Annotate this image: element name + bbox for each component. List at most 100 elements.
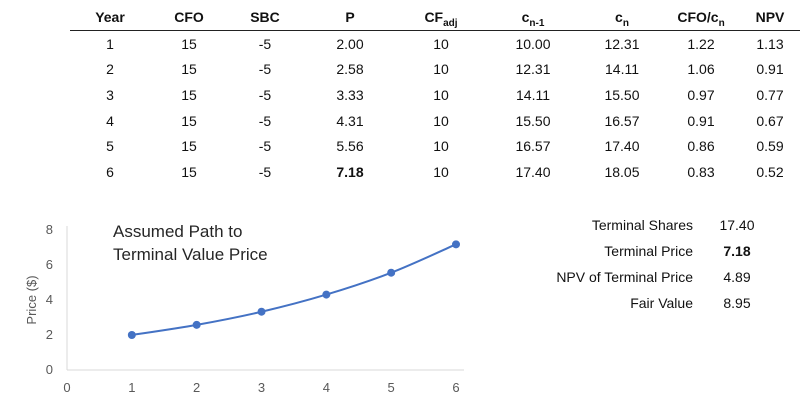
header-npv: NPV bbox=[740, 4, 800, 31]
header-year: Year bbox=[70, 4, 150, 31]
chart-title-line: Assumed Path to bbox=[113, 222, 242, 241]
summary-label: Fair Value bbox=[630, 295, 693, 311]
cell-cfo-cn: 0.86 bbox=[687, 138, 715, 155]
summary-value: 4.89 bbox=[723, 269, 751, 285]
header-sbc: SBC bbox=[228, 4, 302, 31]
price-series-line bbox=[131, 243, 457, 336]
header-cn-1-main: c bbox=[521, 9, 530, 25]
cell-sbc: -5 bbox=[258, 61, 272, 78]
cell-npv: 0.59 bbox=[756, 138, 784, 155]
cell-cn: 17.40 bbox=[604, 138, 640, 155]
chart-title-line: Terminal Value Price bbox=[113, 245, 268, 264]
header-cfadj-main: CF bbox=[424, 9, 444, 25]
cell-npv: 0.67 bbox=[756, 112, 784, 129]
table-row: 3 15 -5 3.33 10 14.11 15.50 0.97 0.77 bbox=[70, 82, 800, 108]
cell-year: 5 bbox=[106, 138, 114, 155]
cell-cfo: 15 bbox=[181, 163, 197, 180]
header-cn: cn bbox=[582, 4, 662, 31]
summary-panel: Terminal Shares 17.40 Terminal Price 7.1… bbox=[520, 212, 780, 316]
header-cfo-cn-main: CFO/c bbox=[677, 9, 719, 25]
header-cfadj-sub: adj bbox=[443, 18, 458, 29]
table-row: 1 15 -5 2.00 10 10.00 12.31 1.22 1.13 bbox=[70, 31, 800, 57]
cell-cn: 14.11 bbox=[605, 61, 639, 78]
cell-cfo-cn: 0.91 bbox=[687, 112, 715, 129]
header-cn-1-sub: n-1 bbox=[529, 18, 545, 29]
cell-cfo-cn: 1.22 bbox=[687, 35, 715, 52]
cell-year: 2 bbox=[106, 61, 114, 78]
data-point bbox=[257, 307, 266, 316]
cell-cn-1: 12.31 bbox=[515, 61, 551, 78]
table-header-row: Year CFO SBC P CFadj cn-1 cn CFO/cn NPV bbox=[70, 4, 800, 31]
cell-cfadj: 10 bbox=[433, 86, 449, 103]
cell-p: 5.56 bbox=[336, 138, 364, 155]
cell-cn-1: 16.57 bbox=[515, 138, 551, 155]
cell-cn: 12.31 bbox=[604, 35, 640, 52]
cell-cfo: 15 bbox=[181, 86, 197, 103]
table-row: 2 15 -5 2.58 10 12.31 14.11 1.06 0.91 bbox=[70, 57, 800, 83]
y-tick-label: 6 bbox=[46, 257, 53, 272]
cell-npv: 0.52 bbox=[756, 163, 784, 180]
cell-cfadj: 10 bbox=[433, 61, 449, 78]
table-row: 6 15 -5 7.18 10 17.40 18.05 0.83 0.52 bbox=[70, 159, 800, 185]
cell-p: 3.33 bbox=[336, 86, 364, 103]
y-tick-label: 4 bbox=[46, 292, 53, 307]
data-point bbox=[127, 331, 136, 339]
header-cfo-cn-sub: n bbox=[718, 18, 725, 29]
x-tick-label: 1 bbox=[128, 380, 135, 395]
cell-sbc: -5 bbox=[258, 163, 272, 180]
cell-cn: 15.50 bbox=[604, 86, 640, 103]
x-tick-label: 2 bbox=[193, 380, 200, 395]
table-row: 4 15 -5 4.31 10 15.50 16.57 0.91 0.67 bbox=[70, 108, 800, 134]
summary-row-terminal-shares: Terminal Shares 17.40 bbox=[520, 212, 780, 238]
summary-row-terminal-price: Terminal Price 7.18 bbox=[520, 238, 780, 264]
header-cn-main: c bbox=[615, 9, 623, 25]
cell-sbc: -5 bbox=[258, 112, 272, 129]
cell-p: 2.00 bbox=[336, 35, 364, 52]
header-cn-sub: n bbox=[622, 18, 629, 29]
cell-sbc: -5 bbox=[258, 35, 272, 52]
x-tick-label: 0 bbox=[63, 380, 70, 395]
valuation-table: Year CFO SBC P CFadj cn-1 cn CFO/cn NPV … bbox=[70, 4, 800, 185]
cell-cfadj: 10 bbox=[433, 35, 449, 52]
data-point bbox=[387, 268, 396, 277]
cell-cn-1: 17.40 bbox=[515, 163, 551, 180]
header-cfo-cn: CFO/cn bbox=[662, 4, 740, 31]
cell-cfadj: 10 bbox=[433, 138, 449, 155]
header-p: P bbox=[302, 4, 398, 31]
cell-p: 2.58 bbox=[336, 61, 364, 78]
cell-year: 3 bbox=[106, 86, 114, 103]
summary-value: 7.18 bbox=[723, 243, 751, 259]
summary-row-npv-terminal-price: NPV of Terminal Price 4.89 bbox=[520, 264, 780, 290]
x-tick-label: 4 bbox=[323, 380, 330, 395]
data-point bbox=[452, 240, 460, 249]
cell-npv: 0.91 bbox=[756, 61, 784, 78]
y-tick-label: 8 bbox=[46, 222, 53, 237]
summary-row-fair-value: Fair Value 8.95 bbox=[520, 290, 780, 316]
cell-cn-1: 14.11 bbox=[516, 86, 550, 103]
cell-year: 6 bbox=[106, 163, 114, 180]
cell-cn: 18.05 bbox=[604, 163, 640, 180]
cell-sbc: -5 bbox=[258, 138, 272, 155]
cell-p: 4.31 bbox=[336, 112, 364, 129]
cell-year: 4 bbox=[106, 112, 114, 129]
data-point bbox=[192, 320, 201, 329]
y-tick-label: 2 bbox=[46, 327, 53, 342]
cell-year: 1 bbox=[106, 35, 114, 52]
data-point bbox=[322, 290, 331, 299]
price-path-chart: 0 2 4 6 8 0 1 2 3 4 5 6 Price ($) Assumed Path to Term… bbox=[24, 222, 464, 395]
y-tick-label: 0 bbox=[46, 362, 53, 377]
cell-cfo-cn: 0.83 bbox=[687, 163, 715, 180]
cell-cfo: 15 bbox=[181, 138, 197, 155]
cell-cn-1: 15.50 bbox=[515, 112, 551, 129]
cell-cn: 16.57 bbox=[604, 112, 640, 129]
header-cfo: CFO bbox=[150, 4, 228, 31]
cell-sbc: -5 bbox=[258, 86, 272, 103]
cell-cfadj: 10 bbox=[433, 112, 449, 129]
cell-p: 7.18 bbox=[336, 163, 364, 180]
cell-npv: 1.13 bbox=[756, 35, 784, 52]
summary-label: Terminal Price bbox=[604, 243, 693, 259]
summary-value: 17.40 bbox=[719, 217, 755, 233]
x-tick-label: 3 bbox=[258, 380, 265, 395]
cell-cfo: 15 bbox=[181, 61, 197, 78]
cell-cfo: 15 bbox=[181, 112, 197, 129]
